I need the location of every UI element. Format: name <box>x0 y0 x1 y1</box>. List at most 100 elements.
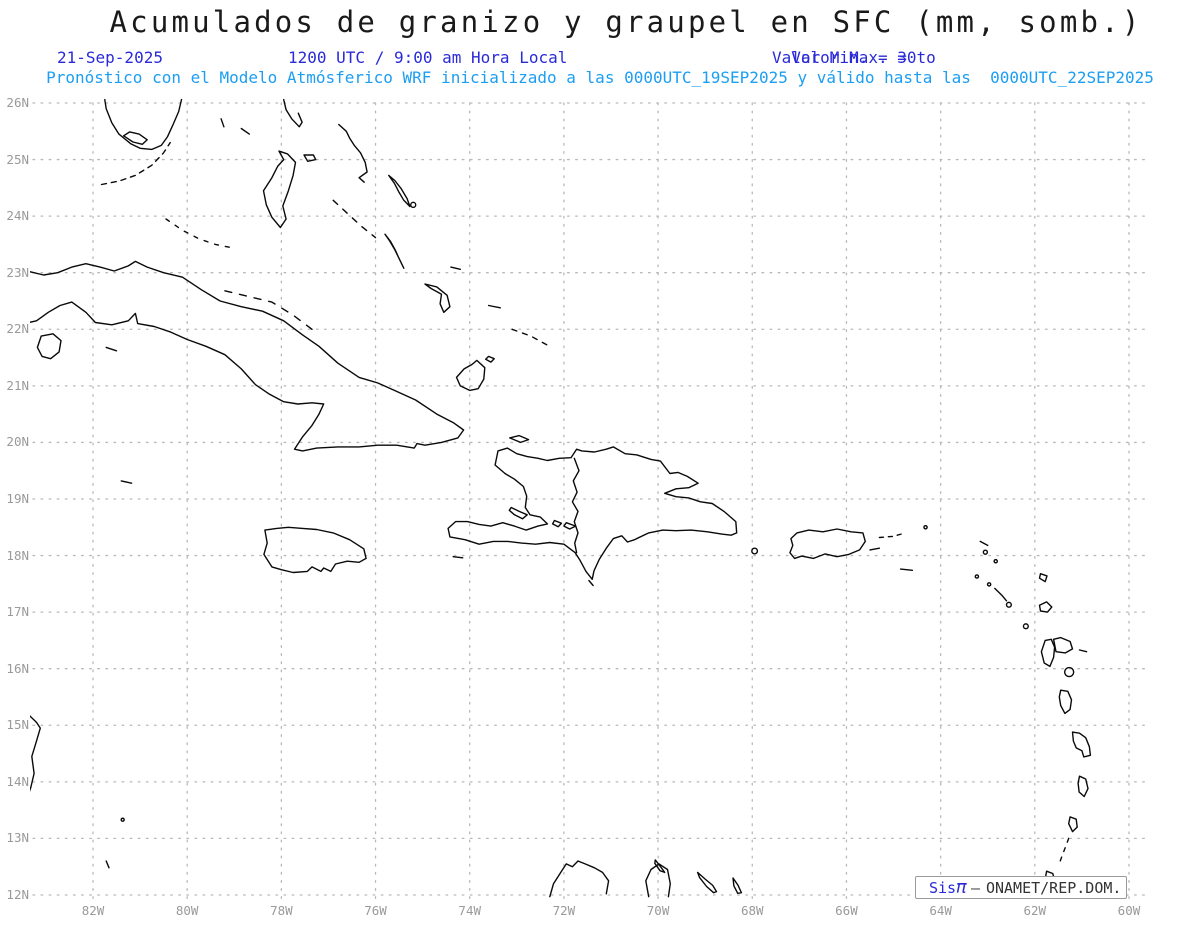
coastline-abaco <box>283 98 303 128</box>
lat-tick-label-14N: 14N <box>6 773 29 789</box>
coastline-saba <box>974 574 980 579</box>
coastline-great-inagua <box>455 359 486 392</box>
coastline-providencia <box>120 817 125 822</box>
coastline-honduras-nicaragua-coast <box>30 715 41 792</box>
coastline-tortuga <box>509 434 530 444</box>
coastline-martinique <box>1071 731 1092 758</box>
lon-tick-label-76W: 76W <box>364 903 387 918</box>
map-plot-area <box>30 98 1149 901</box>
lon-tick-label-74W: 74W <box>458 903 481 918</box>
coastline-barbuda <box>1038 573 1048 583</box>
lon-tick-label-72W: 72W <box>552 903 576 918</box>
lat-tick-label-18N: 18N <box>6 547 29 563</box>
coastline-guajira-peninsula <box>549 860 610 898</box>
coastline-samana-cay <box>450 266 461 270</box>
valor-max-label: Valor Max. = to <box>791 48 936 67</box>
coastline-st-eustatius <box>986 582 992 587</box>
coastline-andros <box>262 150 297 229</box>
coastline-cayo-largo <box>105 346 118 352</box>
coastline-bimini <box>220 118 225 128</box>
coastline-haiti-dr-border <box>571 457 580 554</box>
lat-tick-label-13N: 13N <box>6 830 29 846</box>
coastline-caicos-islands <box>511 328 549 346</box>
credit-separator: – <box>970 878 980 897</box>
coastline-st-vincent <box>1068 816 1078 833</box>
lat-tick-label-20N: 20N <box>6 434 29 450</box>
forecast-time-label: 1200 UTC / 9:00 am Hora Local <box>288 48 568 67</box>
coastline-guadeloupe-basse-terre <box>1040 638 1056 668</box>
credit-box: Sis π – ONAMET/REP.DOM. <box>915 876 1127 899</box>
coastline-montserrat <box>1022 623 1029 630</box>
lat-tick-label-26N: 26N <box>6 95 29 110</box>
coastline-sabana-camaguey-cays <box>224 290 313 330</box>
coastline-guadeloupe-grande-terre <box>1052 636 1074 654</box>
lon-tick-label-70W: 70W <box>646 903 670 918</box>
lat-tick-label-22N: 22N <box>6 321 29 337</box>
lon-tick-label-64W: 64W <box>929 903 952 918</box>
coastline-hispaniola <box>447 446 738 580</box>
coastline-aruba <box>654 859 666 874</box>
coastline-gonave <box>508 506 528 520</box>
coastline-florida-keys <box>100 141 171 186</box>
coastline-exuma-cays <box>332 199 377 239</box>
valor-min-label: Valor Min. = 30 <box>772 48 917 67</box>
coastline-culebra-st-thomas <box>878 532 906 539</box>
coastline-berry-islands <box>240 127 250 135</box>
coastline-eleuthera <box>338 123 368 183</box>
coastline-la-desirade <box>1078 649 1088 653</box>
lon-tick-label-62W: 62W <box>1023 903 1047 918</box>
coastline-st-barthelemy <box>993 558 999 564</box>
sispi-logo-text: Sis <box>929 878 957 897</box>
coastline-florida-bay <box>122 131 148 145</box>
coastline-st-croix <box>899 568 914 571</box>
coastline-st-kitts <box>994 587 1008 602</box>
coastline-cay-sal-bank <box>165 218 231 248</box>
lat-tick-label-21N: 21N <box>6 377 29 393</box>
coastline-new-providence <box>303 154 317 162</box>
lat-tick-label-12N: 12N <box>6 886 29 902</box>
coastline-vieques <box>869 547 881 551</box>
lon-tick-label-68W: 68W <box>740 903 764 918</box>
coastline-bonaire <box>732 877 743 894</box>
coastline-marie-galante <box>1063 666 1075 678</box>
coastline-crooked-acklins <box>424 283 451 313</box>
coastline-lake-enriquillo <box>563 522 577 530</box>
coastline-conception-island <box>410 201 417 209</box>
page-title: Acumulados de granizo y graupel en SFC (… <box>109 5 1143 39</box>
coastline-cuba <box>30 260 465 452</box>
coastline-cat-island <box>388 174 411 208</box>
lat-tick-label-23N: 23N <box>6 264 29 280</box>
pi-icon: π <box>956 876 967 898</box>
coastline-lake-azuei <box>551 519 563 528</box>
lat-tick-label-16N: 16N <box>6 660 29 676</box>
coastline-st-lucia <box>1077 775 1089 798</box>
lat-tick-label-19N: 19N <box>6 490 29 506</box>
coastline-mayaguana <box>487 304 501 309</box>
lat-tick-label-25N: 25N <box>6 151 29 167</box>
coastline-mona-island <box>751 547 759 555</box>
coastline-grenadines <box>1059 837 1070 862</box>
coastline-dominica <box>1058 689 1073 715</box>
coastline-florida <box>104 98 183 151</box>
coastline-isla-de-la-juventud <box>36 333 62 360</box>
coastline-curacao <box>696 871 718 894</box>
lat-tick-label-17N: 17N <box>6 604 29 620</box>
coastline-isla-beata <box>588 579 594 587</box>
coastline-anegada <box>923 524 928 530</box>
lon-tick-label-82W: 82W <box>81 903 105 918</box>
value-range-label: Valor Min. = 30 Valor Max. = to <box>772 48 936 67</box>
lon-tick-label-78W: 78W <box>270 903 293 918</box>
lon-tick-label-60W: 60W <box>1117 903 1141 918</box>
coastline-ile-a-vache <box>452 556 464 559</box>
coastline-grand-cayman <box>120 480 133 484</box>
coastline-nevis <box>1005 601 1013 608</box>
model-info-label: Pronóstico con el Modelo Atmósferico WRF… <box>46 68 1154 87</box>
coastline-jamaica <box>263 526 367 574</box>
coastline-anguilla <box>979 540 989 547</box>
lat-tick-label-24N: 24N <box>6 208 29 224</box>
coastline-little-inagua <box>485 355 495 363</box>
lon-tick-label-66W: 66W <box>835 903 858 918</box>
forecast-date-label: 21-Sep-2025 <box>57 48 163 67</box>
